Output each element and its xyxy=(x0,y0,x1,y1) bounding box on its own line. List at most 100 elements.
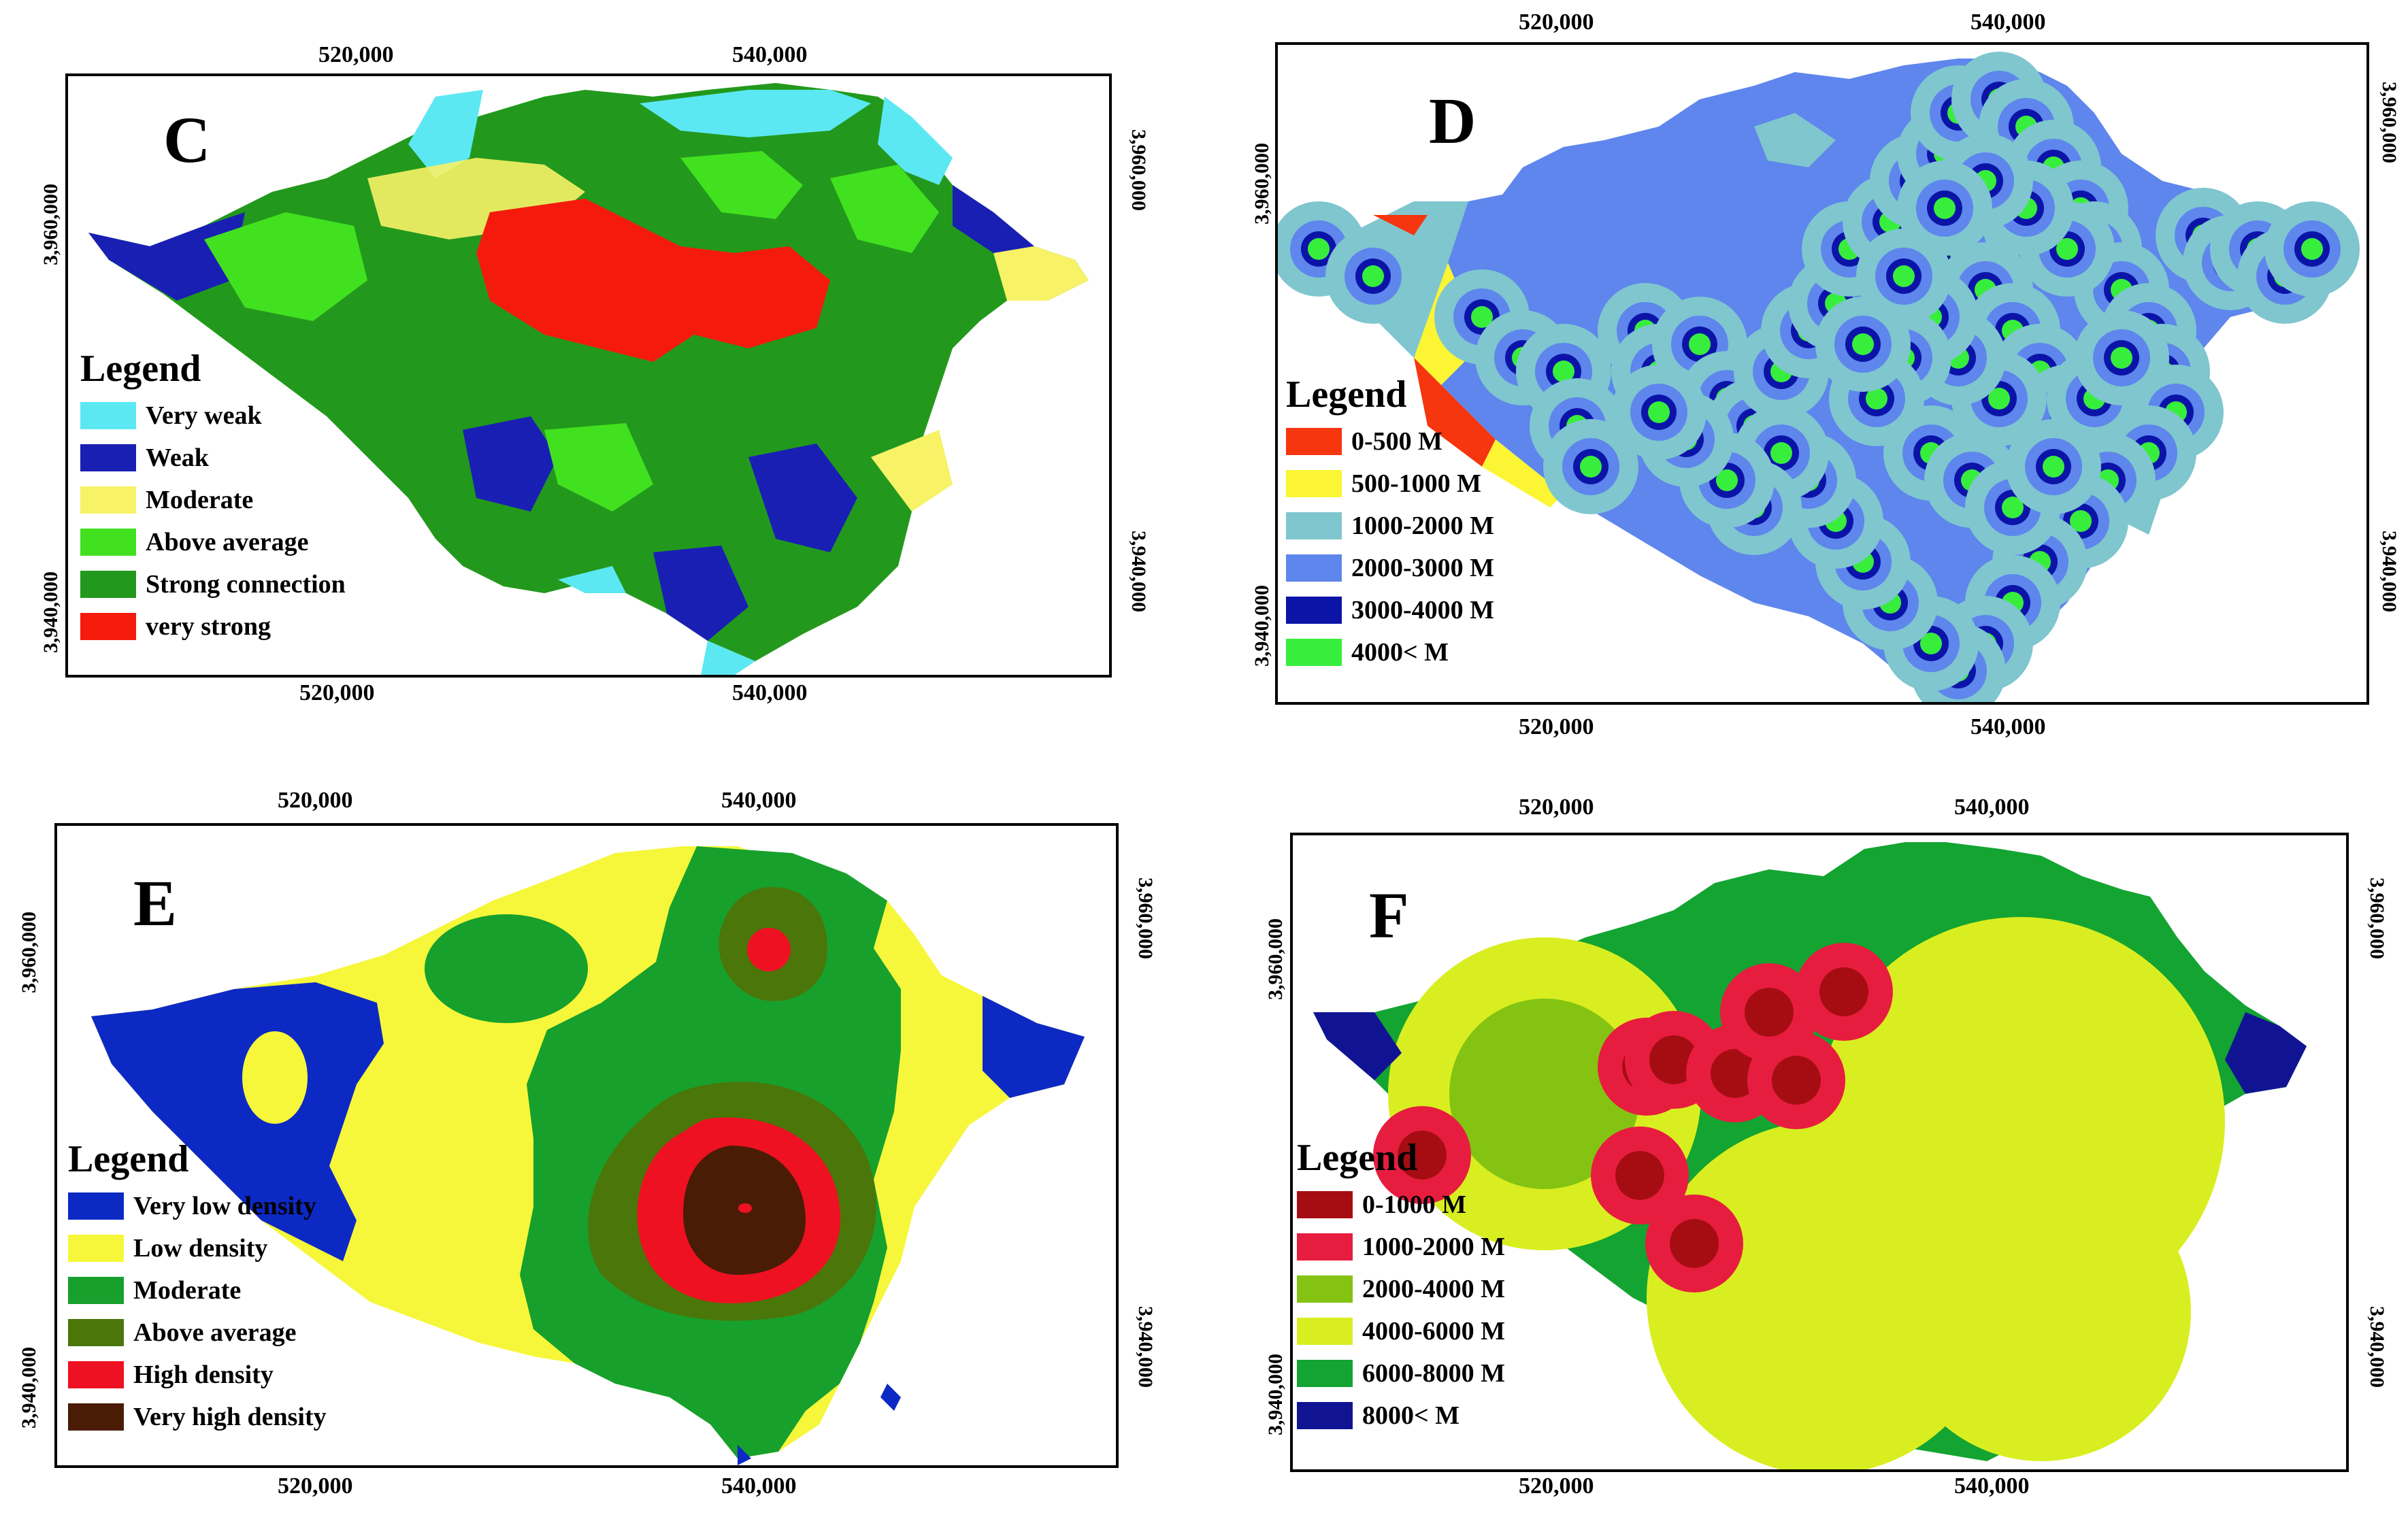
legend-swatch xyxy=(1297,1318,1353,1345)
facility-ring xyxy=(1649,1035,1698,1084)
legend-label: 2000-4000 M xyxy=(1362,1275,1506,1303)
legend-c: Legend Very weak Weak Moderate Above ave… xyxy=(80,347,346,648)
facility-ring xyxy=(2002,497,2024,518)
legend-swatch xyxy=(80,571,136,598)
legend-label: 4000-6000 M xyxy=(1362,1317,1506,1346)
legend-label: 1000-2000 M xyxy=(1362,1233,1506,1261)
legend-label: 4000< M xyxy=(1351,638,1449,667)
facility-ring xyxy=(2043,456,2064,478)
legend-item: 8000< M xyxy=(1297,1395,1505,1437)
facility-ring xyxy=(2301,238,2323,260)
legend-swatch xyxy=(80,444,136,471)
x-tick-bottom: 540,000 xyxy=(732,680,808,705)
legend-swatch xyxy=(68,1277,124,1304)
facility-ring xyxy=(2111,347,2132,369)
x-tick-top: 540,000 xyxy=(1970,10,2046,35)
x-tick-top: 540,000 xyxy=(1954,795,2030,820)
legend-item: Very low density xyxy=(68,1185,327,1227)
legend-item: Moderate xyxy=(80,479,346,521)
legend-item: Above average xyxy=(68,1312,327,1354)
y-tick-right: 3,960,000 xyxy=(1134,878,1157,959)
facility-rings-d xyxy=(1278,52,2360,702)
legend-swatch xyxy=(1286,470,1342,497)
x-tick-top: 540,000 xyxy=(732,42,808,67)
facility-ring xyxy=(1772,1056,1821,1105)
legend-label: 8000< M xyxy=(1362,1401,1460,1430)
legend-swatch xyxy=(68,1403,124,1431)
facility-ring xyxy=(1866,388,1887,410)
legend-item: 6000-8000 M xyxy=(1297,1352,1505,1395)
y-tick-right: 3,940,000 xyxy=(2366,1306,2388,1388)
legend-swatch xyxy=(1286,554,1342,582)
facility-ring xyxy=(1716,469,1738,491)
x-tick-bottom: 520,000 xyxy=(278,1473,353,1499)
legend-item: 3000-4000 M xyxy=(1286,589,1494,631)
legend-title: Legend xyxy=(80,348,201,390)
facility-ring xyxy=(1308,238,1330,260)
legend-item: very strong xyxy=(80,605,346,648)
map-frame-c xyxy=(65,73,1112,678)
legend-item: High density xyxy=(68,1354,327,1396)
facility-ring xyxy=(2056,238,2078,260)
panel-letter: F xyxy=(1369,879,1409,952)
facility-ring xyxy=(1362,265,1384,287)
legend-swatch xyxy=(80,486,136,514)
facility-ring xyxy=(1615,1151,1664,1200)
legend-swatch xyxy=(68,1361,124,1388)
facility-ring xyxy=(1934,197,1956,219)
legend-item: 2000-3000 M xyxy=(1286,547,1494,589)
legend-item: Very weak xyxy=(80,395,346,437)
panel-letter: D xyxy=(1429,84,1477,157)
panel-letter: E xyxy=(133,867,178,939)
legend-item: Low density xyxy=(68,1227,327,1269)
legend-swatch xyxy=(1286,512,1342,539)
legend-label: 500-1000 M xyxy=(1351,469,1482,498)
legend-label: 2000-3000 M xyxy=(1351,554,1495,582)
legend-label: High density xyxy=(133,1361,274,1389)
legend-label: Moderate xyxy=(133,1276,242,1305)
facility-ring xyxy=(1580,456,1602,478)
legend-swatch xyxy=(1286,597,1342,624)
y-tick-left: 3,960,000 xyxy=(18,912,40,993)
facility-ring xyxy=(1920,633,1942,654)
y-tick-left: 3,940,000 xyxy=(1251,585,1273,667)
legend-title: Legend xyxy=(68,1138,189,1180)
legend-item: 2000-4000 M xyxy=(1297,1268,1505,1310)
facility-ring xyxy=(1852,333,1874,355)
legend-item: Moderate xyxy=(68,1269,327,1312)
y-tick-right: 3,940,000 xyxy=(1127,531,1150,612)
y-tick-left: 3,960,000 xyxy=(39,184,62,265)
facility-ring xyxy=(1819,967,1868,1016)
legend-swatch xyxy=(1286,639,1342,666)
legend-title: Legend xyxy=(1297,1137,1418,1179)
legend-item: 0-500 M xyxy=(1286,420,1494,463)
legend-item: Weak xyxy=(80,437,346,479)
legend-item: Very high density xyxy=(68,1396,327,1438)
x-tick-top: 520,000 xyxy=(318,42,394,67)
y-tick-right: 3,960,000 xyxy=(2378,82,2401,163)
x-tick-bottom: 540,000 xyxy=(1970,714,2046,739)
facility-ring xyxy=(1770,442,1792,464)
legend-label: very strong xyxy=(146,612,271,641)
legend-item: Above average xyxy=(80,521,346,563)
facility-ring xyxy=(1553,361,1574,382)
x-tick-bottom: 540,000 xyxy=(721,1473,797,1499)
legend-swatch xyxy=(1297,1402,1353,1429)
legend-label: 0-1000 M xyxy=(1362,1190,1467,1219)
legend-swatch xyxy=(1297,1275,1353,1303)
facility-ring xyxy=(1670,1219,1719,1268)
map-f xyxy=(1313,842,2307,1469)
legend-swatch xyxy=(68,1192,124,1220)
legend-swatch xyxy=(1297,1191,1353,1218)
facility-ring xyxy=(1648,401,1670,423)
legend-item: 500-1000 M xyxy=(1286,463,1494,505)
facility-ring xyxy=(1893,265,1915,287)
map-c xyxy=(88,83,1089,675)
facility-ring xyxy=(1745,988,1794,1037)
legend-label: 0-500 M xyxy=(1351,427,1443,456)
legend-item: 4000< M xyxy=(1286,631,1494,673)
facility-ring xyxy=(1988,388,2010,410)
legend-title: Legend xyxy=(1286,373,1407,416)
x-tick-bottom: 520,000 xyxy=(299,680,375,705)
y-tick-left: 3,960,000 xyxy=(1251,143,1273,224)
